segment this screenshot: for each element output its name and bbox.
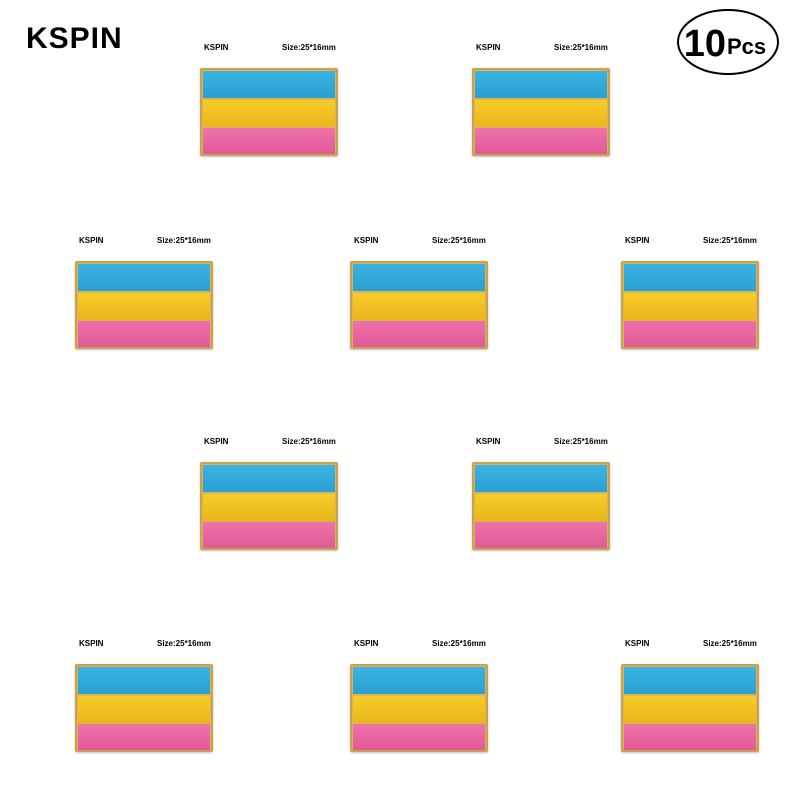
pin-brand: KSPIN bbox=[354, 639, 379, 648]
pin-image bbox=[350, 664, 488, 752]
flag-stripe bbox=[78, 724, 210, 750]
pin-brand: KSPIN bbox=[204, 43, 229, 52]
flag-stripe bbox=[475, 494, 607, 521]
flag-stripe bbox=[475, 522, 607, 548]
flag-stripe bbox=[475, 100, 607, 127]
flag-stripe bbox=[203, 128, 335, 154]
pin-brand: KSPIN bbox=[79, 236, 104, 245]
flag-stripe bbox=[78, 667, 210, 694]
pin-size: Size:25*16mm bbox=[282, 437, 336, 446]
pin-size: Size:25*16mm bbox=[703, 639, 757, 648]
pin-size: Size:25*16mm bbox=[157, 639, 211, 648]
flag-stripe bbox=[624, 696, 756, 723]
pin-size: Size:25*16mm bbox=[282, 43, 336, 52]
flag-stripe bbox=[353, 321, 485, 347]
pin-image bbox=[472, 462, 610, 550]
flag-stripe bbox=[203, 494, 335, 521]
pin-size: Size:25*16mm bbox=[554, 437, 608, 446]
flag-stripe bbox=[78, 264, 210, 291]
badge-count: 10 bbox=[684, 23, 726, 65]
pin-size: Size:25*16mm bbox=[432, 236, 486, 245]
pin-brand: KSPIN bbox=[625, 236, 650, 245]
flag-stripe bbox=[624, 667, 756, 694]
pin-brand: KSPIN bbox=[476, 43, 501, 52]
flag-stripe bbox=[624, 321, 756, 347]
flag-stripe bbox=[624, 724, 756, 750]
pin-image bbox=[75, 664, 213, 752]
badge: 10 Pcs bbox=[677, 9, 779, 75]
pin-brand: KSPIN bbox=[354, 236, 379, 245]
flag-stripe bbox=[203, 100, 335, 127]
pin-size: Size:25*16mm bbox=[554, 43, 608, 52]
brand: KSPIN bbox=[26, 22, 123, 55]
flag-stripe bbox=[78, 321, 210, 347]
flag-stripe bbox=[353, 724, 485, 750]
pin-image bbox=[200, 462, 338, 550]
pin-size: Size:25*16mm bbox=[703, 236, 757, 245]
flag-stripe bbox=[203, 71, 335, 98]
pin-image bbox=[621, 261, 759, 349]
flag-stripe bbox=[353, 293, 485, 320]
flag-stripe bbox=[624, 293, 756, 320]
pin-image bbox=[200, 68, 338, 156]
flag-stripe bbox=[475, 465, 607, 492]
flag-stripe bbox=[353, 264, 485, 291]
pin-size: Size:25*16mm bbox=[157, 236, 211, 245]
pin-image bbox=[75, 261, 213, 349]
flag-stripe bbox=[475, 71, 607, 98]
flag-stripe bbox=[353, 696, 485, 723]
flag-stripe bbox=[475, 128, 607, 154]
pin-brand: KSPIN bbox=[79, 639, 104, 648]
flag-stripe bbox=[203, 522, 335, 548]
pin-size: Size:25*16mm bbox=[432, 639, 486, 648]
flag-stripe bbox=[353, 667, 485, 694]
pin-brand: KSPIN bbox=[476, 437, 501, 446]
pin-image bbox=[472, 68, 610, 156]
badge-outline bbox=[677, 9, 779, 75]
flag-stripe bbox=[624, 264, 756, 291]
pin-brand: KSPIN bbox=[204, 437, 229, 446]
pin-image bbox=[621, 664, 759, 752]
flag-stripe bbox=[203, 465, 335, 492]
pin-brand: KSPIN bbox=[625, 639, 650, 648]
flag-stripe bbox=[78, 696, 210, 723]
flag-stripe bbox=[78, 293, 210, 320]
pin-image bbox=[350, 261, 488, 349]
badge-unit: Pcs bbox=[727, 34, 766, 59]
